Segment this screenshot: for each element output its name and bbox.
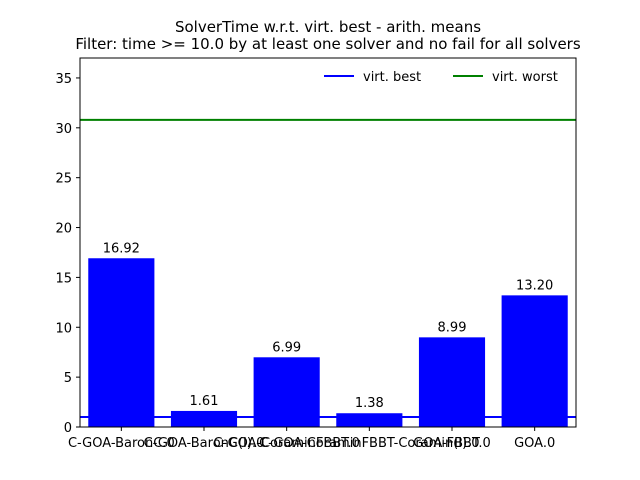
- chart-title-line1: SolverTime w.r.t. virt. best - arith. me…: [175, 18, 481, 36]
- bar: [336, 413, 403, 427]
- y-tick-label: 5: [64, 371, 72, 386]
- y-tick-label: 30: [55, 122, 72, 137]
- bar: [170, 410, 238, 427]
- bar: [418, 337, 486, 427]
- y-tick-label: 15: [55, 271, 72, 286]
- axes-frame: [79, 57, 577, 428]
- legend-label-virt-best: virt. best: [363, 70, 421, 85]
- y-tick-label: 0: [64, 421, 72, 436]
- chart-title-line2: Filter: time >= 10.0 by at least one sol…: [75, 35, 581, 53]
- data-label: 1.38: [355, 396, 384, 411]
- y-tick-label: 25: [55, 172, 72, 187]
- x-tick-label: C-GOA-CoraminFBBT-Coramin(I).0: [259, 436, 479, 451]
- x-tick-label: GOA.0: [514, 436, 555, 451]
- y-tick-label: 10: [55, 321, 72, 336]
- data-label: 13.20: [516, 278, 553, 293]
- legend-label-virt-worst: virt. worst: [492, 70, 558, 85]
- plot-area: 16.92 1.61 6.99 1.38 8.99 13.20 0 5 10 15 20 25 30 35…: [55, 57, 577, 451]
- data-label: 16.92: [103, 241, 140, 256]
- data-label: 6.99: [272, 340, 301, 355]
- x-tick-label: C-GOA-CoraminFBBT.0: [213, 436, 360, 451]
- x-tick-label: C-GOA-BaronC.0: [68, 436, 175, 451]
- bar: [501, 295, 568, 427]
- x-tick-label: C-GOA-BaronC(I).0: [144, 436, 265, 451]
- bar: [253, 357, 320, 427]
- x-tick-label: GOA-FBBT.0: [413, 436, 491, 451]
- y-tick-label: 20: [55, 222, 72, 237]
- bar: [88, 258, 155, 427]
- legend: virt. best virt. worst: [324, 70, 558, 85]
- data-label: 1.61: [190, 394, 219, 409]
- y-tick-label: 35: [55, 72, 72, 87]
- data-label: 8.99: [438, 320, 467, 335]
